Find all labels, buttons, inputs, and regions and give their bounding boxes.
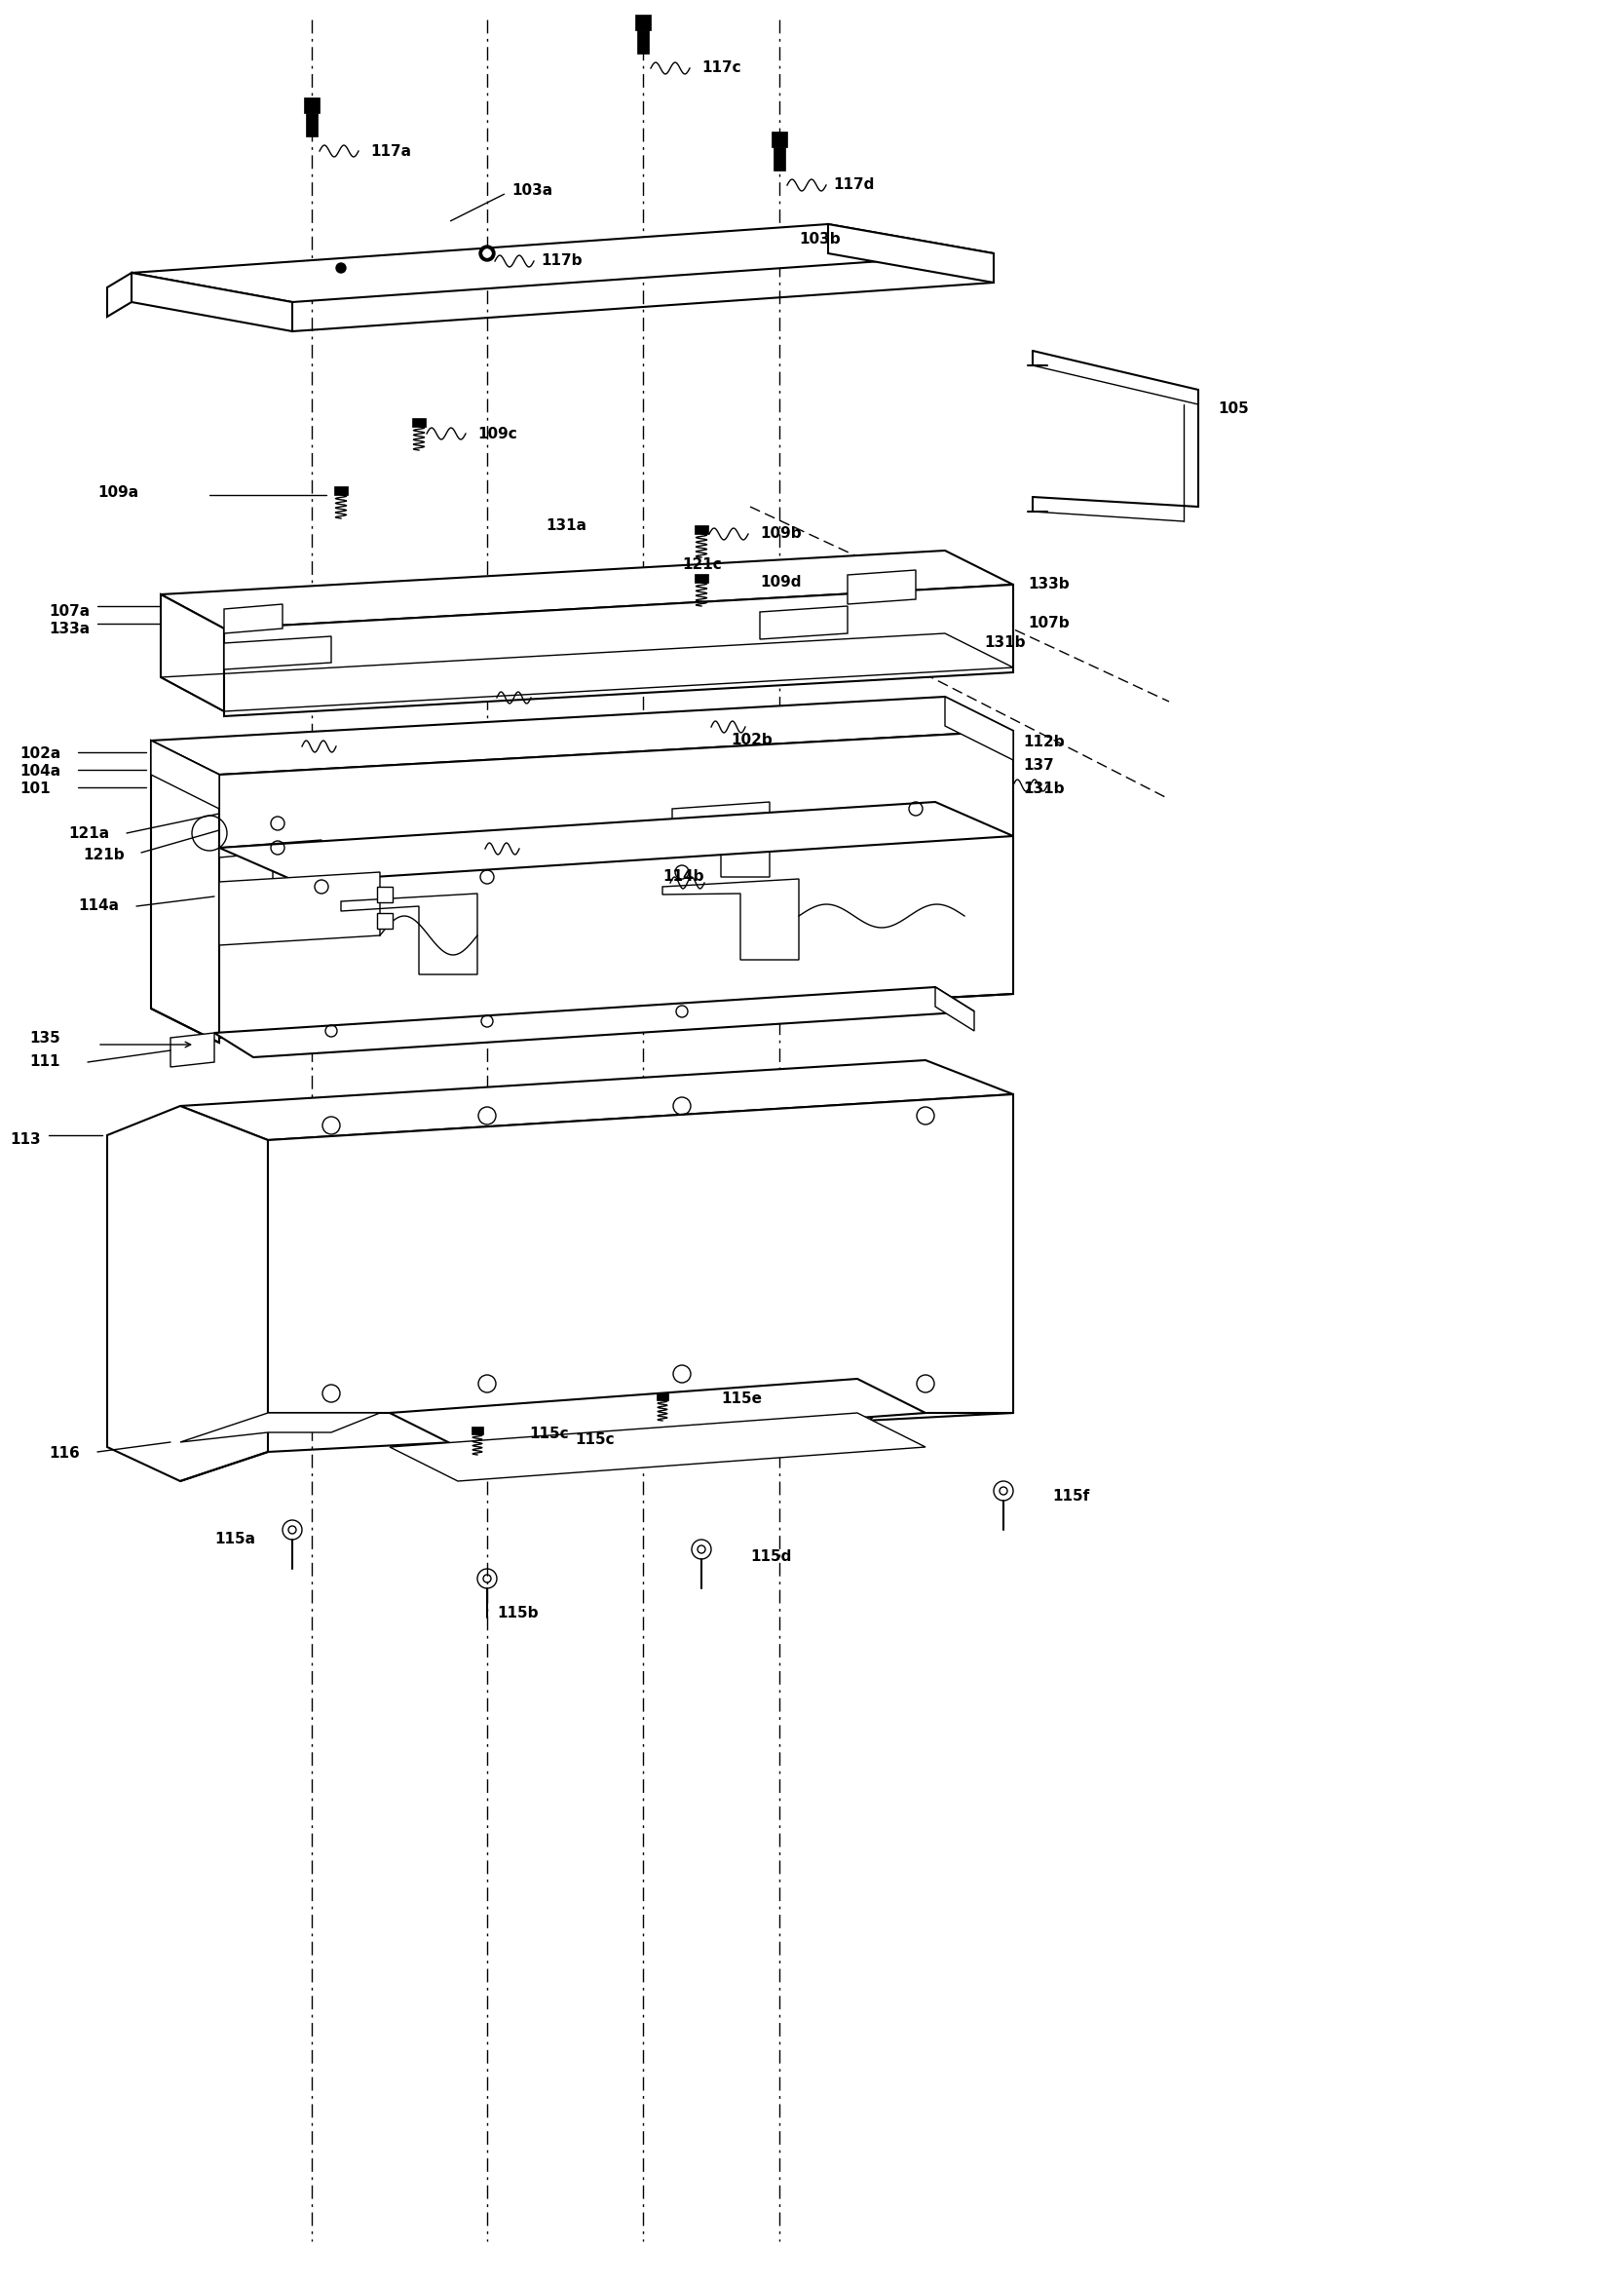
Text: 109b: 109b [760, 526, 801, 542]
Text: 114b: 114b [663, 869, 703, 885]
Text: 117c: 117c [702, 62, 741, 75]
Polygon shape [935, 988, 974, 1031]
Polygon shape [132, 224, 994, 302]
Text: 115b: 115b [497, 1605, 538, 1621]
Text: 117d: 117d [833, 178, 874, 192]
Polygon shape [848, 569, 916, 604]
Polygon shape [390, 1378, 926, 1447]
Text: 137: 137 [1023, 757, 1054, 773]
Text: 131a: 131a [546, 519, 586, 533]
Text: 102a: 102a [19, 745, 60, 761]
Text: 115a: 115a [214, 1532, 255, 1548]
Polygon shape [224, 585, 1013, 716]
Text: 109c: 109c [477, 425, 516, 441]
Circle shape [479, 245, 495, 261]
Text: 103b: 103b [799, 231, 840, 247]
Bar [695, 526, 708, 535]
Bar [377, 887, 393, 903]
Bar [471, 1426, 484, 1433]
Bar [635, 14, 651, 30]
Polygon shape [107, 1106, 268, 1481]
Text: 116: 116 [49, 1447, 80, 1461]
Bar [775, 146, 784, 171]
Polygon shape [224, 604, 283, 633]
Text: 133b: 133b [1028, 578, 1069, 592]
Bar [656, 1392, 669, 1401]
Text: 115f: 115f [1052, 1488, 1090, 1504]
Text: 131b: 131b [984, 636, 1025, 652]
Text: 113: 113 [10, 1134, 41, 1148]
Text: 135: 135 [29, 1031, 60, 1045]
Polygon shape [390, 1413, 926, 1481]
Text: 133a: 133a [49, 622, 89, 636]
Text: 107a: 107a [49, 604, 89, 620]
Bar [304, 98, 320, 112]
Text: 131b: 131b [1023, 782, 1064, 796]
Bar [307, 112, 317, 137]
Text: 121a: 121a [68, 825, 109, 841]
Polygon shape [672, 802, 770, 878]
Polygon shape [151, 741, 219, 1042]
Text: 111: 111 [29, 1054, 60, 1070]
Text: 114a: 114a [78, 898, 119, 914]
Polygon shape [945, 697, 1013, 759]
Text: 102b: 102b [731, 734, 773, 748]
Bar [771, 133, 788, 146]
Text: 121c: 121c [682, 558, 721, 572]
Text: 115c: 115c [529, 1426, 568, 1442]
Bar [412, 418, 425, 427]
Text: 109a: 109a [97, 485, 138, 498]
Polygon shape [219, 873, 380, 944]
Text: 103a: 103a [512, 183, 552, 197]
Polygon shape [161, 551, 1013, 629]
Polygon shape [180, 1061, 1013, 1141]
Polygon shape [224, 636, 331, 670]
Polygon shape [268, 1095, 1013, 1442]
Text: 112b: 112b [1023, 736, 1064, 750]
Polygon shape [219, 839, 322, 917]
Polygon shape [171, 1033, 214, 1068]
Polygon shape [828, 224, 994, 283]
Polygon shape [161, 594, 224, 711]
Polygon shape [214, 988, 974, 1056]
Text: 117b: 117b [541, 254, 581, 267]
Text: 107b: 107b [1028, 617, 1069, 631]
Bar [695, 574, 708, 583]
Polygon shape [219, 802, 1013, 882]
Circle shape [482, 249, 492, 258]
Polygon shape [760, 606, 848, 640]
Bar [335, 487, 348, 496]
Text: 115c: 115c [575, 1433, 614, 1447]
Text: 101: 101 [19, 782, 50, 796]
Text: 121b: 121b [83, 848, 125, 862]
Polygon shape [219, 732, 1013, 1038]
Bar [638, 30, 648, 53]
Text: 104a: 104a [19, 764, 60, 777]
Text: 109d: 109d [760, 576, 801, 590]
Bar [377, 912, 393, 928]
Circle shape [336, 263, 346, 272]
Polygon shape [151, 697, 1013, 775]
Polygon shape [107, 272, 132, 318]
Text: 105: 105 [1218, 402, 1249, 416]
Text: 117a: 117a [370, 144, 411, 158]
Text: 115d: 115d [750, 1550, 791, 1564]
Text: 115e: 115e [721, 1390, 762, 1406]
Polygon shape [151, 741, 219, 809]
Polygon shape [132, 272, 292, 331]
Polygon shape [180, 1413, 380, 1442]
